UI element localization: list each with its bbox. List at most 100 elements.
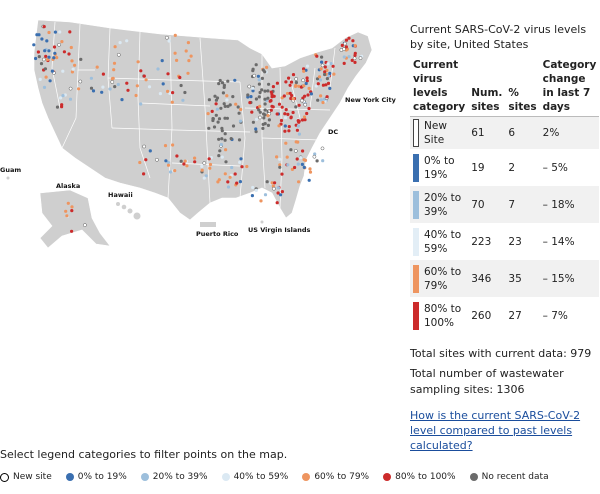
site-point[interactable]	[77, 87, 81, 91]
site-point[interactable]	[270, 181, 274, 185]
site-point[interactable]	[278, 157, 282, 161]
site-point[interactable]	[328, 71, 332, 75]
site-point[interactable]	[321, 100, 325, 105]
site-point[interactable]	[321, 159, 325, 163]
site-point[interactable]	[267, 82, 271, 86]
site-point[interactable]	[315, 159, 319, 163]
site-point[interactable]	[302, 165, 306, 169]
site-point[interactable]	[325, 77, 329, 81]
site-point[interactable]	[223, 104, 227, 108]
site-point[interactable]	[285, 91, 290, 96]
site-point[interactable]	[215, 96, 220, 100]
site-point[interactable]	[293, 149, 298, 153]
site-point[interactable]	[60, 40, 64, 44]
site-point[interactable]	[223, 138, 227, 142]
site-point[interactable]	[265, 180, 269, 184]
site-point[interactable]	[187, 59, 191, 63]
site-point[interactable]	[233, 78, 237, 82]
site-point[interactable]	[280, 172, 284, 176]
site-point[interactable]	[275, 155, 279, 159]
site-point[interactable]	[142, 144, 146, 149]
site-point[interactable]	[303, 118, 307, 122]
site-point[interactable]	[113, 45, 117, 49]
site-point[interactable]	[278, 165, 282, 169]
site-point[interactable]	[291, 97, 295, 101]
site-point[interactable]	[353, 44, 357, 48]
site-point[interactable]	[147, 85, 152, 89]
site-point[interactable]	[320, 55, 324, 59]
site-point[interactable]	[59, 96, 63, 100]
site-point[interactable]	[183, 90, 187, 95]
legend-item[interactable]: 40% to 59%	[221, 472, 288, 482]
site-point[interactable]	[139, 102, 143, 106]
site-point[interactable]	[267, 118, 271, 122]
site-point[interactable]	[328, 86, 332, 90]
site-point[interactable]	[67, 52, 71, 56]
site-point[interactable]	[138, 160, 142, 165]
site-point[interactable]	[217, 154, 221, 158]
site-point[interactable]	[271, 105, 275, 109]
site-point[interactable]	[271, 85, 275, 89]
site-point[interactable]	[271, 184, 275, 188]
site-point[interactable]	[254, 188, 258, 192]
site-point[interactable]	[213, 94, 217, 98]
site-point[interactable]	[48, 79, 52, 83]
site-point[interactable]	[321, 83, 325, 87]
site-point[interactable]	[291, 73, 296, 77]
site-point[interactable]	[238, 180, 242, 184]
site-point[interactable]	[305, 64, 310, 68]
site-point[interactable]	[158, 92, 162, 96]
site-point[interactable]	[220, 129, 224, 133]
site-point[interactable]	[251, 89, 255, 93]
site-point[interactable]	[112, 68, 116, 72]
site-point[interactable]	[45, 39, 49, 43]
site-point[interactable]	[306, 93, 310, 97]
site-point[interactable]	[186, 71, 190, 75]
site-point[interactable]	[323, 65, 327, 69]
site-point[interactable]	[266, 114, 270, 118]
site-point[interactable]	[320, 63, 325, 68]
site-point[interactable]	[238, 119, 243, 123]
site-point[interactable]	[100, 90, 104, 94]
site-point[interactable]	[289, 96, 293, 101]
site-point[interactable]	[45, 57, 50, 62]
site-point[interactable]	[70, 59, 74, 63]
site-point[interactable]	[160, 59, 164, 63]
site-point[interactable]	[315, 77, 320, 81]
site-point[interactable]	[326, 81, 331, 85]
site-point[interactable]	[223, 132, 227, 136]
site-point[interactable]	[68, 86, 73, 91]
site-point[interactable]	[166, 163, 171, 167]
site-point[interactable]	[290, 167, 294, 171]
site-point[interactable]	[272, 186, 276, 191]
site-point[interactable]	[47, 49, 51, 53]
site-point[interactable]	[263, 102, 267, 106]
site-point[interactable]	[44, 75, 48, 79]
site-point[interactable]	[200, 168, 204, 172]
site-point[interactable]	[134, 93, 138, 98]
site-point[interactable]	[342, 47, 346, 51]
site-point[interactable]	[136, 60, 140, 64]
site-point[interactable]	[166, 89, 170, 93]
site-point[interactable]	[297, 132, 301, 136]
legend-item[interactable]: 60% to 79%	[302, 472, 369, 482]
site-point[interactable]	[39, 62, 44, 66]
site-point[interactable]	[329, 62, 333, 66]
site-point[interactable]	[101, 85, 105, 89]
site-point[interactable]	[226, 79, 230, 83]
site-point[interactable]	[220, 126, 224, 130]
site-point[interactable]	[270, 92, 274, 97]
site-point[interactable]	[219, 142, 223, 147]
site-point[interactable]	[280, 190, 284, 194]
site-point[interactable]	[294, 80, 298, 85]
site-point[interactable]	[313, 152, 317, 156]
site-point[interactable]	[44, 54, 48, 59]
site-point[interactable]	[286, 112, 290, 116]
site-point[interactable]	[302, 115, 307, 119]
calculation-info-link[interactable]: How is the current SARS-CoV-2 level comp…	[410, 409, 581, 452]
site-point[interactable]	[215, 107, 219, 111]
site-point[interactable]	[231, 124, 236, 128]
site-point[interactable]	[69, 45, 73, 50]
site-point[interactable]	[214, 113, 218, 117]
site-point[interactable]	[251, 86, 255, 90]
